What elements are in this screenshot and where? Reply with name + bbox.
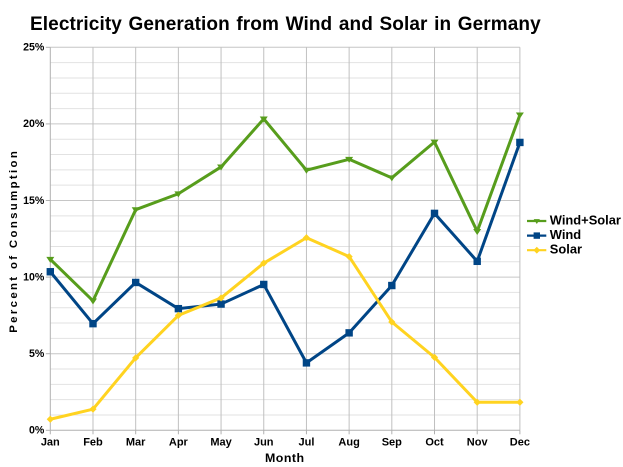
svg-text:25%: 25% bbox=[23, 42, 45, 54]
svg-text:Jan: Jan bbox=[41, 437, 60, 449]
svg-text:0%: 0% bbox=[29, 425, 45, 437]
svg-text:Feb: Feb bbox=[83, 437, 103, 449]
svg-text:5%: 5% bbox=[29, 348, 45, 360]
svg-text:Mar: Mar bbox=[126, 437, 146, 449]
svg-text:Aug: Aug bbox=[338, 437, 359, 449]
svg-text:May: May bbox=[210, 437, 232, 449]
svg-text:Jun: Jun bbox=[254, 437, 274, 449]
svg-text:Dec: Dec bbox=[510, 437, 530, 449]
svg-text:Solar: Solar bbox=[550, 242, 582, 257]
svg-text:Wind: Wind bbox=[550, 227, 582, 242]
svg-text:Electricity Generation from Wi: Electricity Generation from Wind and Sol… bbox=[30, 14, 541, 35]
svg-text:Apr: Apr bbox=[169, 437, 189, 449]
svg-text:10%: 10% bbox=[23, 271, 45, 283]
svg-text:Nov: Nov bbox=[467, 437, 489, 449]
svg-text:20%: 20% bbox=[23, 118, 45, 130]
svg-text:15%: 15% bbox=[23, 195, 45, 207]
svg-text:Sep: Sep bbox=[382, 437, 402, 449]
svg-text:Month: Month bbox=[265, 451, 305, 465]
svg-text:Jul: Jul bbox=[298, 437, 314, 449]
svg-text:Wind+Solar: Wind+Solar bbox=[550, 212, 621, 227]
svg-text:Oct: Oct bbox=[425, 437, 444, 449]
svg-text:Percent of Consumption: Percent of Consumption bbox=[8, 149, 20, 333]
